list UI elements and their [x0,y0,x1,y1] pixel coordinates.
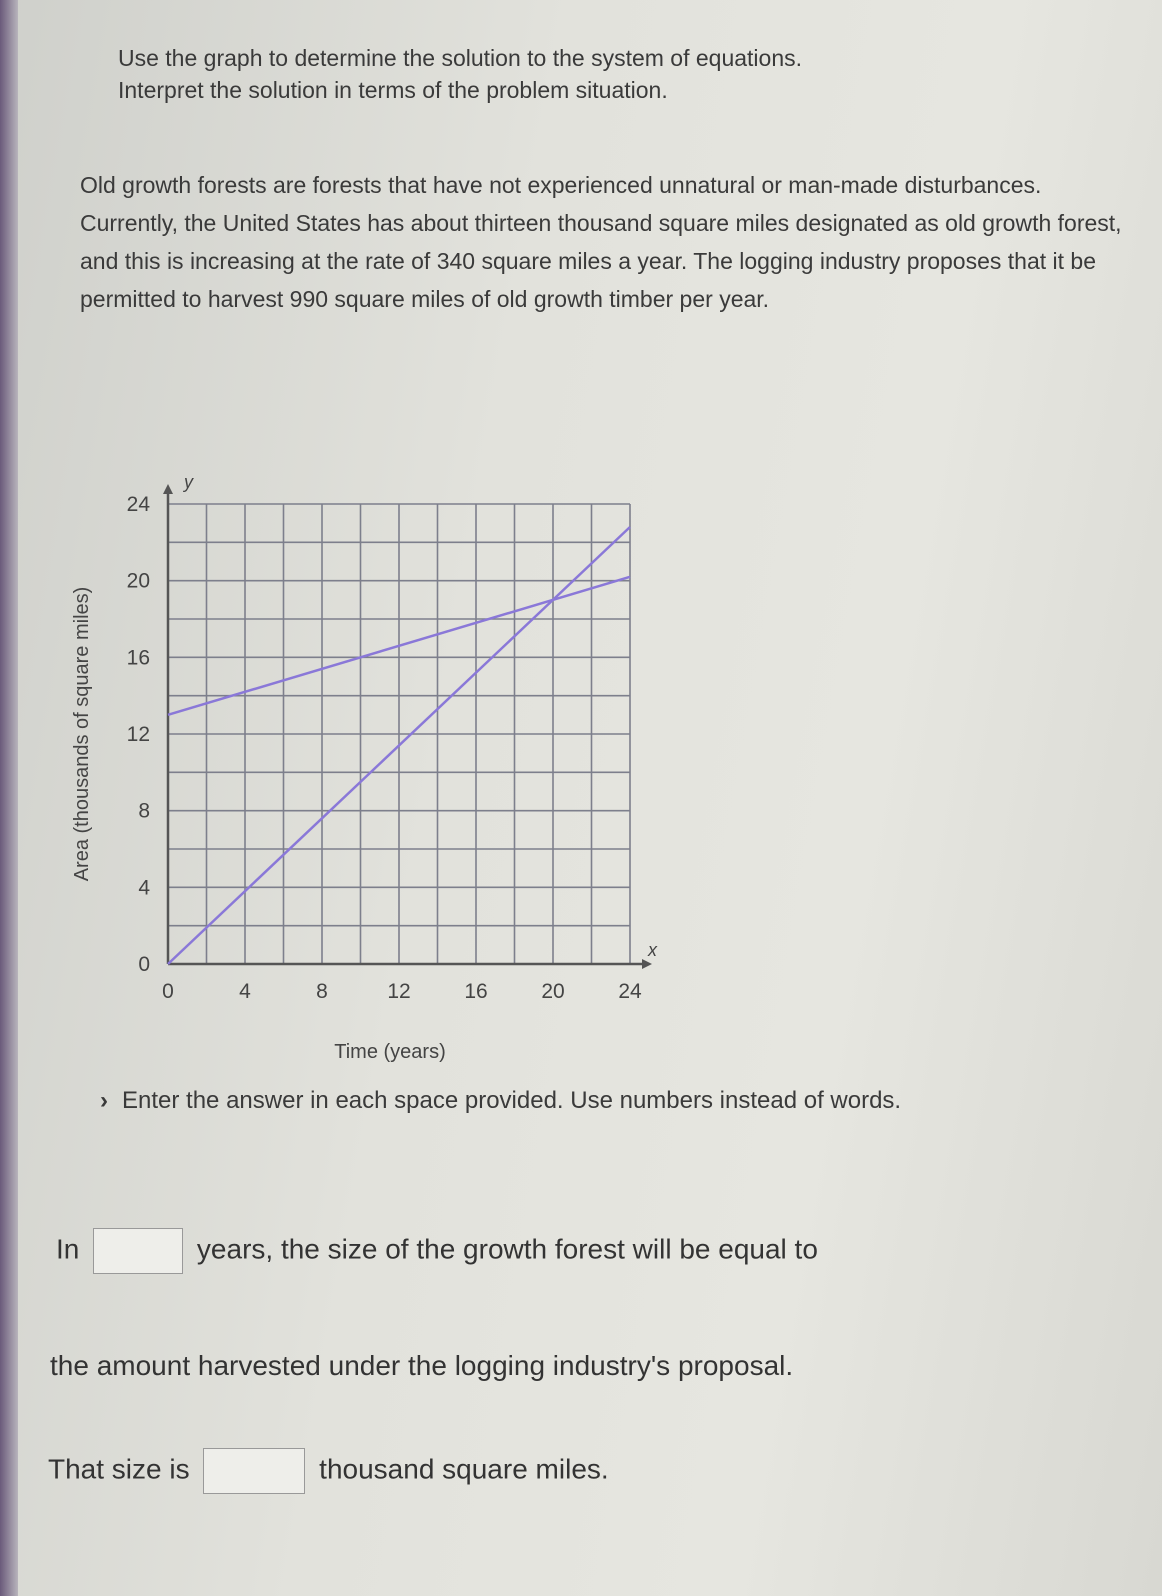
years-answer-input[interactable] [93,1228,184,1274]
y-axis-label: Area (thousands of square miles) [71,587,93,882]
y-tick-label: 20 [127,570,150,593]
y-axis-arrow-icon [163,484,173,494]
y-tick-label: 16 [127,646,150,669]
answer-sentence-3: That size is thousand square miles. [48,1448,609,1494]
instructions: Use the graph to determine the solution … [118,42,1138,106]
answer-sentence-2: the amount harvested under the logging i… [50,1350,794,1381]
x-tick-label: 12 [387,980,410,1003]
series-line-2 [167,526,631,965]
prompt-text: Enter the answer in each space provided.… [122,1087,902,1114]
x-tick-label: 24 [618,980,642,1003]
instruction-line-1: Use the graph to determine the solution … [118,45,803,71]
answer-text-that-size: That size is [48,1453,190,1485]
instruction-line-2: Interpret the solution in terms of the p… [118,77,668,103]
x-axis-label: Time (years) [334,1041,445,1063]
answer-prompt: › Enter the answer in each space provided… [60,1085,1060,1117]
grid [167,503,631,965]
line-chart: 0 4 8 12 16 20 24 0 4 8 12 16 20 24 Area (thousands o… [71,472,658,1063]
y-tick-label: 0 [138,953,150,976]
x-tick-label: 0 [162,980,174,1003]
answer-text-in: In [56,1233,80,1265]
tick-labels: 0 4 8 12 16 20 24 0 4 8 12 16 20 24 [127,493,642,1003]
answer-sentence-1: In years, the size of the growth forest … [56,1228,818,1274]
y-tick-label: 8 [138,800,150,823]
x-tick-label: 16 [464,980,487,1003]
x-tick-label: 4 [239,980,251,1003]
axes [163,484,652,969]
chevron-right-icon: › [100,1087,108,1114]
y-tick-label: 24 [127,493,151,516]
x-axis-letter: x [647,940,658,960]
y-tick-label: 12 [127,723,150,746]
x-axis-arrow-icon [642,959,652,969]
x-tick-label: 8 [316,980,328,1003]
y-axis-letter: y [182,472,194,492]
answer-text-years: years, the size of the growth forest wil… [196,1233,818,1265]
x-tick-label: 20 [541,980,564,1003]
answer-text-thousand: thousand square miles. [319,1453,609,1485]
size-answer-input[interactable] [203,1448,306,1494]
problem-story: Old growth forests are forests that have… [80,172,1122,312]
page-edge [0,0,18,1596]
series-lines [167,526,631,965]
y-tick-label: 4 [138,876,150,899]
